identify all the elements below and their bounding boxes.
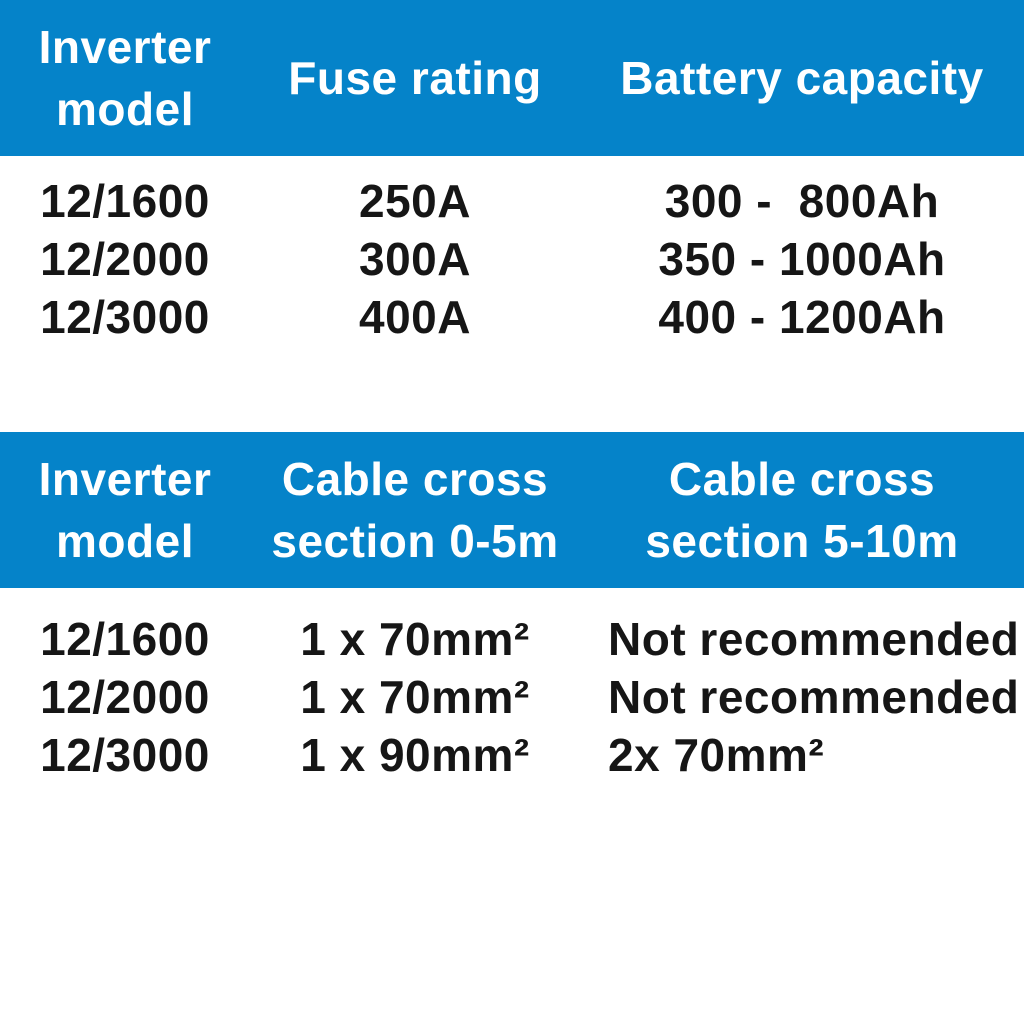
table-gap [0,346,1024,432]
cell-cable-cross-5-10m: Not recommended [608,671,1020,723]
cell-battery-capacity: 400 - 1200Ah [658,291,946,343]
cell-inverter-model: 12/2000 [40,233,210,285]
table-row: 12/2000 300A 350 - 1000Ah [0,230,1024,288]
cell-inverter-model: 12/3000 [40,291,210,343]
table-row: 12/1600 1 x 70mm² Not recommended [0,610,1024,668]
column-header-inverter-model: Inverter model [38,21,212,135]
cell-battery-capacity: 300 - 800Ah [664,175,940,227]
table-body: 12/1600 1 x 70mm² Not recommended 12/200… [0,588,1024,784]
cell-fuse-rating: 300A [359,233,471,285]
table-row: 12/2000 1 x 70mm² Not recommended [0,668,1024,726]
cell-inverter-model: 12/2000 [40,671,210,723]
cell-cable-cross-5-10m: 2x 70mm² [608,729,825,781]
cell-fuse-rating: 400A [359,291,471,343]
column-header-cable-cross-5-10m: Cable cross section 5-10m [645,453,959,567]
column-header-fuse-rating: Fuse rating [288,52,542,104]
table-row: 12/1600 250A 300 - 800Ah [0,172,1024,230]
cell-cable-cross-0-5m: 1 x 70mm² [300,613,530,665]
cell-cable-cross-0-5m: 1 x 90mm² [300,729,530,781]
column-header-inverter-model: Inverter model [38,453,212,567]
cell-inverter-model: 12/3000 [40,729,210,781]
cell-fuse-rating: 250A [359,175,471,227]
table-row: 12/3000 1 x 90mm² 2x 70mm² [0,726,1024,784]
cell-inverter-model: 12/1600 [40,175,210,227]
table-header-row: Inverter model Cable cross section 0-5m … [0,432,1024,588]
column-header-battery-capacity: Battery capacity [620,52,984,104]
table-cable-cross-section: Inverter model Cable cross section 0-5m … [0,432,1024,784]
table-fuse-battery: Inverter model Fuse rating Battery capac… [0,0,1024,346]
table-header-row: Inverter model Fuse rating Battery capac… [0,0,1024,156]
column-header-cable-cross-0-5m: Cable cross section 0-5m [271,453,559,567]
table-row: 12/3000 400A 400 - 1200Ah [0,288,1024,346]
cell-battery-capacity: 350 - 1000Ah [658,233,946,285]
cell-inverter-model: 12/1600 [40,613,210,665]
cell-cable-cross-0-5m: 1 x 70mm² [300,671,530,723]
cell-cable-cross-5-10m: Not recommended [608,613,1020,665]
table-body: 12/1600 250A 300 - 800Ah 12/2000 300A 35… [0,156,1024,346]
